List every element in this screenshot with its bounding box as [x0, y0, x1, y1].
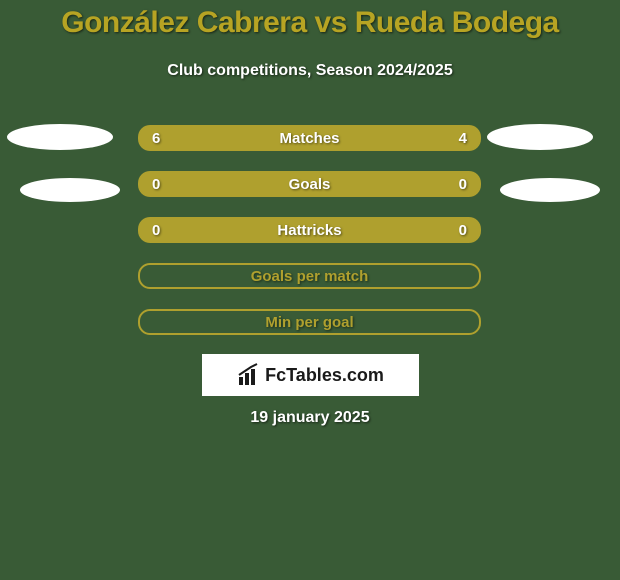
stat-value-left: 6 — [152, 130, 160, 147]
stat-label: Goals — [138, 176, 481, 193]
stat-value-right: 0 — [459, 222, 467, 239]
logo-text: FcTables.com — [265, 365, 384, 386]
stat-label: Goals per match — [140, 268, 479, 285]
stat-value-left: 0 — [152, 176, 160, 193]
team-right-avatar-2 — [500, 178, 600, 202]
stat-value-right: 4 — [459, 130, 467, 147]
stat-label: Min per goal — [140, 314, 479, 331]
team-right-avatar-1 — [487, 124, 593, 150]
team-left-avatar-1 — [7, 124, 113, 150]
stat-bar-min-per-goal: Min per goal — [138, 309, 481, 335]
fctables-logo: FcTables.com — [202, 354, 419, 396]
stat-bar-goals-per-match: Goals per match — [138, 263, 481, 289]
bar-chart-icon — [237, 363, 261, 387]
team-left-avatar-2 — [20, 178, 120, 202]
subtitle: Club competitions, Season 2024/2025 — [0, 62, 620, 80]
stat-bar-goals: 0 Goals 0 — [138, 171, 481, 197]
main-title: González Cabrera vs Rueda Bodega — [0, 6, 620, 40]
date-label: 19 january 2025 — [0, 409, 620, 427]
stat-value-right: 0 — [459, 176, 467, 193]
stat-label: Matches — [138, 130, 481, 147]
stat-value-left: 0 — [152, 222, 160, 239]
comparison-infographic: González Cabrera vs Rueda Bodega Club co… — [0, 0, 620, 580]
stat-bar-matches: 6 Matches 4 — [138, 125, 481, 151]
stat-label: Hattricks — [138, 222, 481, 239]
stat-bar-hattricks: 0 Hattricks 0 — [138, 217, 481, 243]
